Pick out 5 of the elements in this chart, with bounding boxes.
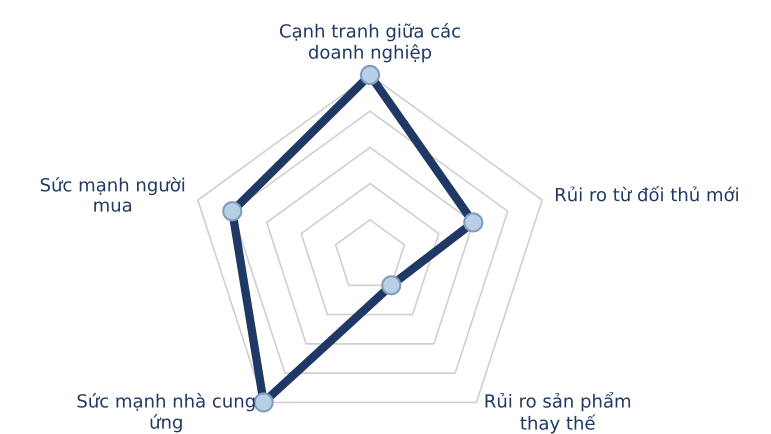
spoke-label: Rủi ro sản phẩm thay thế xyxy=(486,392,630,434)
spoke-label: Rủi ro từ đối thủ mới xyxy=(556,186,738,202)
spoke-label: Sức mạnh nhà cung ứng xyxy=(78,393,255,432)
spoke-label: Sức mạnh người mua xyxy=(40,176,184,212)
spoke-label: Cạnh tranh giữa các doanh nghiệp xyxy=(280,23,460,62)
